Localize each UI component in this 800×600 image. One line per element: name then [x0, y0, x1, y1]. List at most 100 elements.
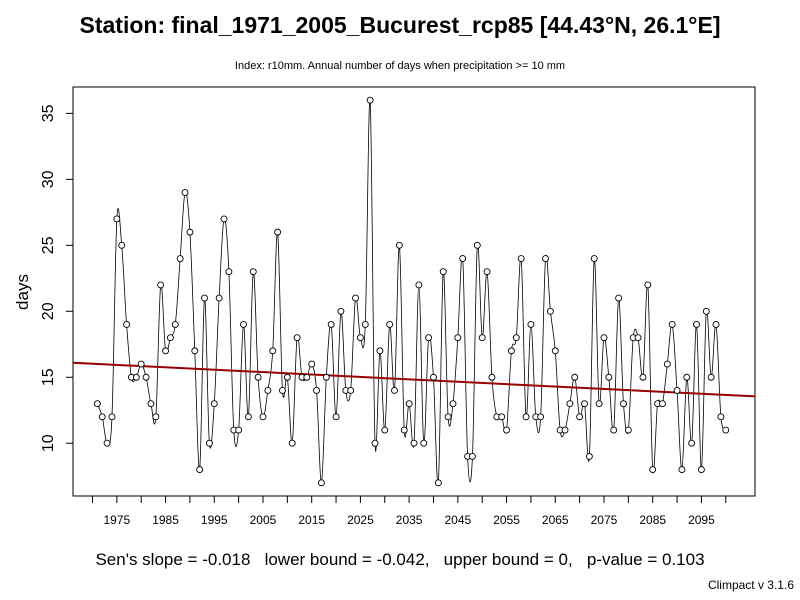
data-point — [186, 228, 194, 236]
data-point — [381, 426, 389, 434]
chart-title: Station: final_1971_2005_Bucurest_rcp85 … — [79, 12, 721, 38]
data-point — [454, 334, 462, 342]
data-point — [600, 334, 608, 342]
data-point — [356, 334, 364, 342]
data-point — [322, 373, 330, 381]
data-point — [308, 360, 316, 368]
data-point — [459, 255, 467, 262]
data-point — [176, 255, 184, 262]
data-point — [395, 241, 403, 249]
data-point — [288, 439, 296, 447]
data-point — [405, 400, 413, 408]
x-tick-label: 1975 — [103, 513, 130, 527]
data-point — [697, 466, 705, 474]
data-point — [410, 439, 418, 447]
data-point — [610, 426, 618, 434]
data-point — [702, 307, 710, 315]
data-point — [201, 294, 208, 302]
data-point — [132, 373, 140, 381]
data-point — [347, 387, 355, 394]
data-point — [542, 255, 549, 262]
data-point — [303, 373, 311, 381]
data-point — [420, 439, 428, 447]
y-tick-label: 20 — [40, 302, 57, 320]
data-point — [551, 347, 559, 355]
data-point — [196, 466, 204, 474]
data-point — [707, 373, 715, 381]
data-point — [469, 452, 476, 460]
software-credit: Climpact v 3.1.6 — [707, 578, 794, 592]
data-point — [605, 373, 613, 381]
data-point — [624, 426, 632, 434]
y-axis: 10 15 20 25 30 35 — [40, 104, 73, 452]
data-point — [376, 347, 384, 355]
data-point — [571, 373, 579, 381]
data-point — [327, 321, 335, 328]
data-point — [166, 334, 174, 342]
x-tick-label: 2065 — [542, 513, 569, 527]
data-point — [371, 439, 379, 447]
data-point — [137, 360, 145, 368]
trend-statistics: Sen's slope = -0.018 lower bound = -0.04… — [95, 550, 705, 569]
data-point — [576, 413, 584, 421]
x-tick-label: 2095 — [688, 513, 715, 527]
data-point — [444, 413, 452, 421]
data-point — [317, 479, 325, 487]
x-tick-label: 2045 — [444, 513, 471, 527]
data-point — [118, 241, 126, 249]
data-point — [678, 466, 686, 474]
data-point — [108, 413, 116, 421]
y-tick-label: 25 — [40, 236, 57, 254]
x-tick-label: 2085 — [639, 513, 666, 527]
data-point — [673, 387, 681, 394]
data-point — [590, 255, 598, 262]
data-point — [93, 400, 101, 408]
y-axis-label: days — [13, 274, 32, 310]
x-tick-label: 2035 — [396, 513, 423, 527]
data-point — [386, 321, 394, 328]
x-tick-label: 2075 — [591, 513, 618, 527]
data-point — [352, 294, 359, 302]
data-point — [434, 479, 442, 487]
data-point — [566, 400, 574, 408]
data-point — [293, 334, 301, 342]
data-point — [147, 400, 155, 408]
data-point — [585, 452, 593, 460]
data-point — [215, 294, 223, 302]
data-point — [663, 360, 671, 368]
data-point — [615, 294, 623, 302]
x-tick-label: 2015 — [298, 513, 325, 527]
x-tick-label: 1995 — [201, 513, 228, 527]
data-point — [235, 426, 243, 434]
x-tick-label: 2055 — [493, 513, 520, 527]
data-point — [254, 373, 262, 381]
data-point — [581, 400, 588, 408]
data-point — [527, 321, 535, 328]
data-point — [595, 400, 603, 408]
data-point — [546, 307, 554, 315]
data-point — [415, 281, 423, 289]
y-tick-label: 30 — [40, 170, 57, 188]
data-point — [332, 413, 340, 421]
data-point — [123, 321, 131, 328]
y-tick-label: 10 — [40, 434, 57, 452]
data-point — [722, 426, 730, 434]
data-point — [488, 373, 496, 381]
data-point — [620, 400, 627, 408]
data-point — [244, 413, 252, 421]
data-point — [249, 268, 257, 276]
data-point — [269, 347, 277, 355]
data-point — [171, 321, 179, 328]
data-point — [717, 413, 725, 421]
data-point — [430, 373, 437, 381]
data-point — [103, 439, 111, 447]
data-point — [191, 347, 199, 355]
data-point — [400, 426, 408, 434]
data-point — [634, 334, 642, 342]
data-point — [507, 347, 515, 355]
data-point — [210, 400, 218, 408]
series-line — [96, 98, 727, 486]
data-point — [693, 321, 700, 328]
data-point — [152, 413, 160, 421]
data-point — [279, 387, 286, 394]
